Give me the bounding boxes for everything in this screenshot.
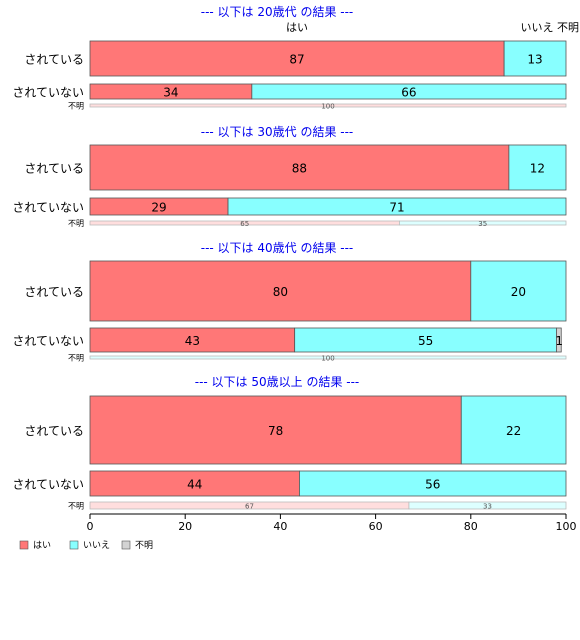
bar-segment xyxy=(89,355,567,360)
data-label: 80 xyxy=(273,285,288,299)
bar-segment xyxy=(89,40,505,77)
bar-segment xyxy=(460,395,567,465)
legend-swatch xyxy=(121,540,131,550)
data-label: 29 xyxy=(151,201,166,215)
data-label: 43 xyxy=(185,334,200,348)
legend-label: はい xyxy=(33,540,51,551)
data-label: 44 xyxy=(187,478,202,492)
x-tick-label: 60 xyxy=(369,520,383,533)
bar-segment xyxy=(470,260,567,322)
data-label: 1 xyxy=(555,334,563,348)
bar-segment xyxy=(398,220,567,226)
legend-swatch xyxy=(69,540,79,550)
data-label: 34 xyxy=(163,86,178,100)
header-label-no: いいえ xyxy=(521,21,554,34)
bar-segment xyxy=(294,327,557,353)
x-tick-label: 20 xyxy=(178,520,192,533)
row-label: されている xyxy=(24,424,84,438)
data-label: 100 xyxy=(321,103,334,111)
data-label: 56 xyxy=(425,478,440,492)
bar-segment xyxy=(89,103,567,108)
panel-title: --- 以下は 30歳代 の結果 --- xyxy=(201,125,354,139)
row-label: されていない xyxy=(12,478,84,492)
bar-segment xyxy=(89,327,296,353)
row-label: 不明 xyxy=(68,354,84,363)
data-label: 33 xyxy=(483,503,492,511)
row-label: 不明 xyxy=(68,502,84,511)
data-label: 100 xyxy=(321,355,334,363)
row-label: 不明 xyxy=(68,219,84,228)
bar-segment xyxy=(408,501,567,510)
row-label: されていない xyxy=(12,334,84,348)
row-label: 不明 xyxy=(68,102,84,111)
x-tick-label: 40 xyxy=(273,520,287,533)
legend-label: いいえ xyxy=(83,540,110,551)
data-label: 35 xyxy=(478,220,487,228)
data-label: 12 xyxy=(530,162,545,176)
row-label: されている xyxy=(24,162,84,176)
row-label: されている xyxy=(24,285,84,299)
data-label: 13 xyxy=(527,53,542,67)
header-label-yes: はい xyxy=(286,21,308,34)
bar-segment xyxy=(299,470,567,497)
row-label: されている xyxy=(24,53,84,67)
data-label: 55 xyxy=(418,334,433,348)
bar-segment xyxy=(556,327,562,353)
legend-label: 不明 xyxy=(135,540,153,551)
row-label: されていない xyxy=(12,201,84,215)
data-label: 71 xyxy=(389,201,404,215)
bar-segment xyxy=(251,83,567,100)
data-label: 67 xyxy=(245,503,254,511)
data-label: 65 xyxy=(240,220,249,228)
bar-segment xyxy=(89,395,462,465)
panel-title: --- 以下は 20歳代 の結果 --- xyxy=(201,5,354,19)
bar-segment xyxy=(89,144,510,191)
panel-title: --- 以下は 40歳代 の結果 --- xyxy=(201,241,354,255)
data-label: 87 xyxy=(289,53,304,67)
x-tick-label: 100 xyxy=(556,520,577,533)
bar-segment xyxy=(89,470,300,497)
data-label: 66 xyxy=(401,86,416,100)
data-label: 88 xyxy=(292,162,307,176)
bar-segment xyxy=(503,40,567,77)
header-label-unknown: 不明 xyxy=(557,21,579,34)
bar-segment xyxy=(227,197,567,216)
panel-title: --- 以下は 50歳以上 の結果 --- xyxy=(195,375,360,389)
legend-swatch xyxy=(19,540,29,550)
data-label: 20 xyxy=(511,285,526,299)
bar-segment xyxy=(508,144,567,191)
x-tick-label: 0 xyxy=(87,520,94,533)
row-label: されていない xyxy=(12,86,84,100)
data-label: 22 xyxy=(506,424,521,438)
data-label: 78 xyxy=(268,424,283,438)
x-tick-label: 80 xyxy=(464,520,478,533)
